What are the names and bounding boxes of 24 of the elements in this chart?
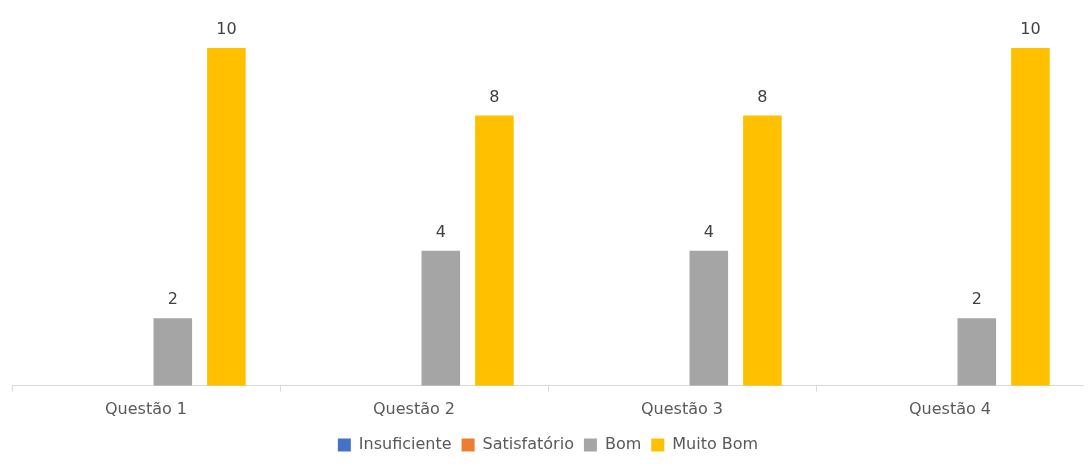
bar: [1011, 48, 1050, 386]
x-tick-label: Questão 4: [908, 398, 992, 418]
x-tick-label: Questão 1: [104, 398, 188, 418]
data-label: 4: [703, 221, 714, 241]
data-label: 10: [1020, 19, 1041, 39]
legend-label: Satisfatório: [482, 434, 574, 454]
bar: [743, 115, 782, 386]
legend-label: Bom: [604, 434, 642, 454]
x-tick-label: Questão 3: [640, 398, 724, 418]
bar: [153, 318, 193, 386]
data-label: 8: [757, 86, 768, 106]
data-label: 4: [435, 221, 446, 241]
x-tick-label: Questão 2: [372, 398, 456, 418]
bar: [207, 48, 246, 386]
data-label: 8: [489, 86, 500, 106]
bar: [421, 250, 461, 386]
data-label: 2: [167, 289, 178, 309]
data-label: 2: [971, 289, 982, 309]
legend-label: Muito Bom: [672, 434, 759, 454]
data-label: 10: [216, 19, 237, 39]
legend-label: Insuficiente: [358, 434, 452, 454]
bar: [689, 250, 729, 386]
bar: [475, 115, 514, 386]
bar: [957, 318, 997, 386]
